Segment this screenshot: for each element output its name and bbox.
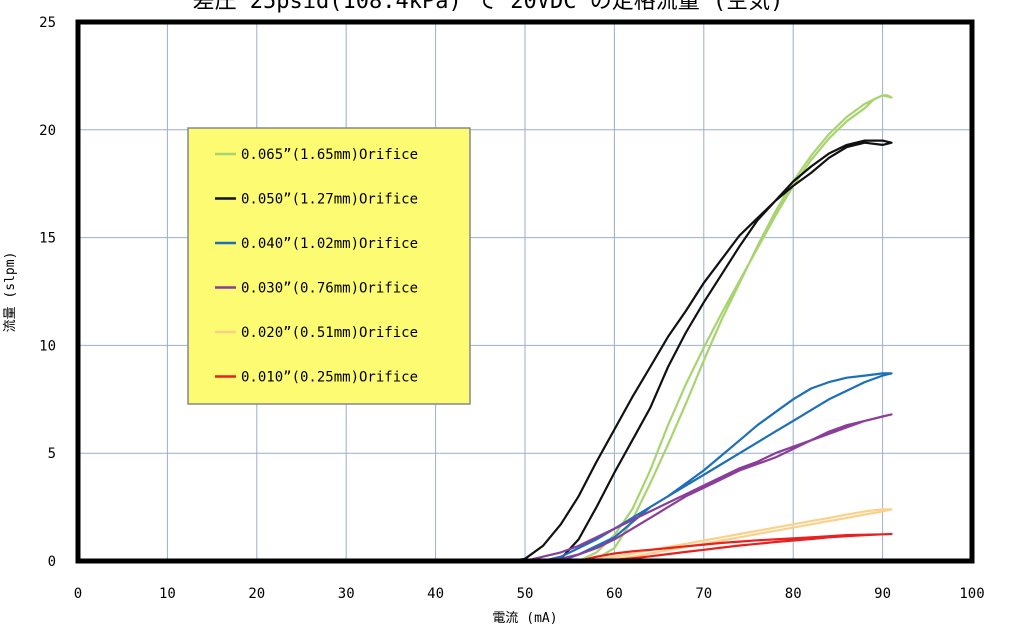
x-tick-label: 60 xyxy=(606,586,623,602)
legend: 0.065”(1.65mm)Orifice 0.050”(1.27mm)Orifi… xyxy=(187,127,471,405)
y-tick-label: 25 xyxy=(39,15,56,31)
x-tick-label: 80 xyxy=(785,586,802,602)
x-axis-ticks: 0 10 20 30 40 50 60 70 80 90 100 xyxy=(74,586,985,602)
legend-label-1: 0.050”(1.27mm)Orifice xyxy=(241,192,418,208)
series-line-1 xyxy=(511,139,893,563)
y-tick-label: 20 xyxy=(39,123,56,139)
x-tick-label: 100 xyxy=(959,586,984,602)
y-axis-label: 流量 (slpm) xyxy=(3,252,18,333)
x-tick-label: 10 xyxy=(159,586,176,602)
series-line-3 xyxy=(511,413,893,563)
plot-border xyxy=(75,19,975,564)
y-axis-ticks: 0 5 10 15 20 25 xyxy=(39,15,56,570)
legend-label-4: 0.020”(0.51mm)Orifice xyxy=(241,325,418,341)
y-tick-label: 0 xyxy=(48,554,56,570)
x-tick-label: 90 xyxy=(874,586,891,602)
y-tick-label: 15 xyxy=(39,231,56,247)
legend-label-3: 0.030”(0.76mm)Orifice xyxy=(241,281,418,297)
x-tick-label: 20 xyxy=(248,586,265,602)
series-line-0 xyxy=(578,94,893,563)
legend-box xyxy=(187,127,471,405)
x-tick-label: 40 xyxy=(427,586,444,602)
x-axis-label: 電流 (mA) xyxy=(492,611,557,626)
x-tick-label: 30 xyxy=(338,586,355,602)
y-tick-label: 10 xyxy=(39,338,56,354)
series-group xyxy=(511,94,893,563)
chart-title: 差圧 25psid(108.4kPa) で 20VDC の定格流量 (空気) xyxy=(193,0,784,14)
x-tick-label: 50 xyxy=(517,586,534,602)
x-tick-label: 70 xyxy=(695,586,712,602)
legend-label-5: 0.010”(0.25mm)Orifice xyxy=(241,370,418,386)
y-tick-label: 5 xyxy=(48,446,56,462)
x-tick-label: 0 xyxy=(74,586,82,602)
legend-label-2: 0.040”(1.02mm)Orifice xyxy=(241,236,418,252)
series-line-2 xyxy=(542,372,893,563)
legend-label-0: 0.065”(1.65mm)Orifice xyxy=(241,147,418,163)
series-line-5 xyxy=(578,532,893,563)
